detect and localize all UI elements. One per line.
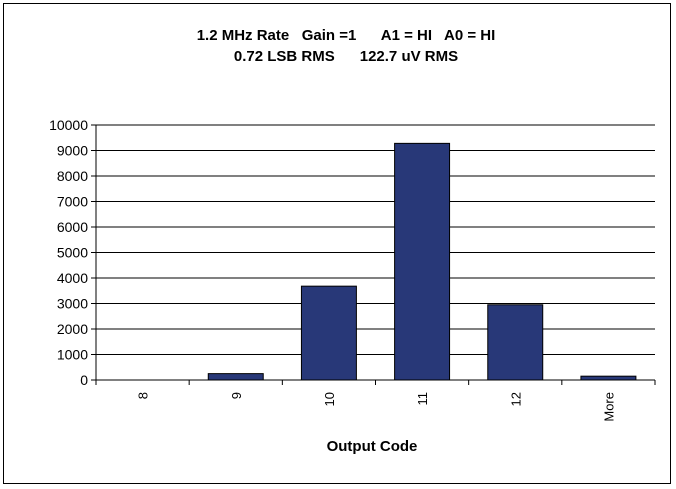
gridlines [96, 124, 655, 355]
y-tick-label: 9000 [57, 143, 88, 159]
y-tick-label: 8000 [57, 168, 88, 184]
x-tick-label: 9 [229, 392, 244, 399]
x-tick-label: 8 [136, 392, 151, 399]
y-tick-label: 3000 [57, 296, 88, 312]
chart-title: 1.2 MHz Rate Gain =1 A1 = HI A0 = HI [197, 27, 496, 44]
y-tick-label: 4000 [57, 270, 88, 286]
bar-More [580, 375, 637, 381]
axes [91, 124, 656, 385]
y-tick-label: 7000 [57, 194, 88, 210]
y-tick-label: 0 [80, 372, 88, 388]
bar-11 [394, 142, 451, 381]
bar-10 [300, 285, 357, 381]
y-tick-label: 6000 [57, 219, 88, 235]
y-tick-label: 1000 [57, 347, 88, 363]
y-tick-labels: 0 1000 2000 3000 4000 5000 6000 7000 8000 9000 100… [49, 117, 88, 388]
bar-9 [207, 373, 264, 381]
y-tick-label: 2000 [57, 321, 88, 337]
x-axis-label: Output Code [327, 438, 418, 455]
x-tick-label: More [601, 392, 616, 422]
x-tick-labels: 8 9 10 11 12 More [136, 392, 617, 422]
x-tick-label: 10 [322, 392, 337, 406]
bars [207, 142, 637, 381]
bar-12 [487, 304, 544, 381]
chart-frame [3, 3, 671, 484]
y-tick-label: 5000 [57, 245, 88, 261]
x-tick-label: 12 [508, 392, 523, 406]
x-tick-label: 11 [415, 392, 430, 406]
y-tick-label: 10000 [49, 117, 88, 133]
chart-subtitle: 0.72 LSB RMS 122.7 uV RMS [234, 48, 458, 65]
